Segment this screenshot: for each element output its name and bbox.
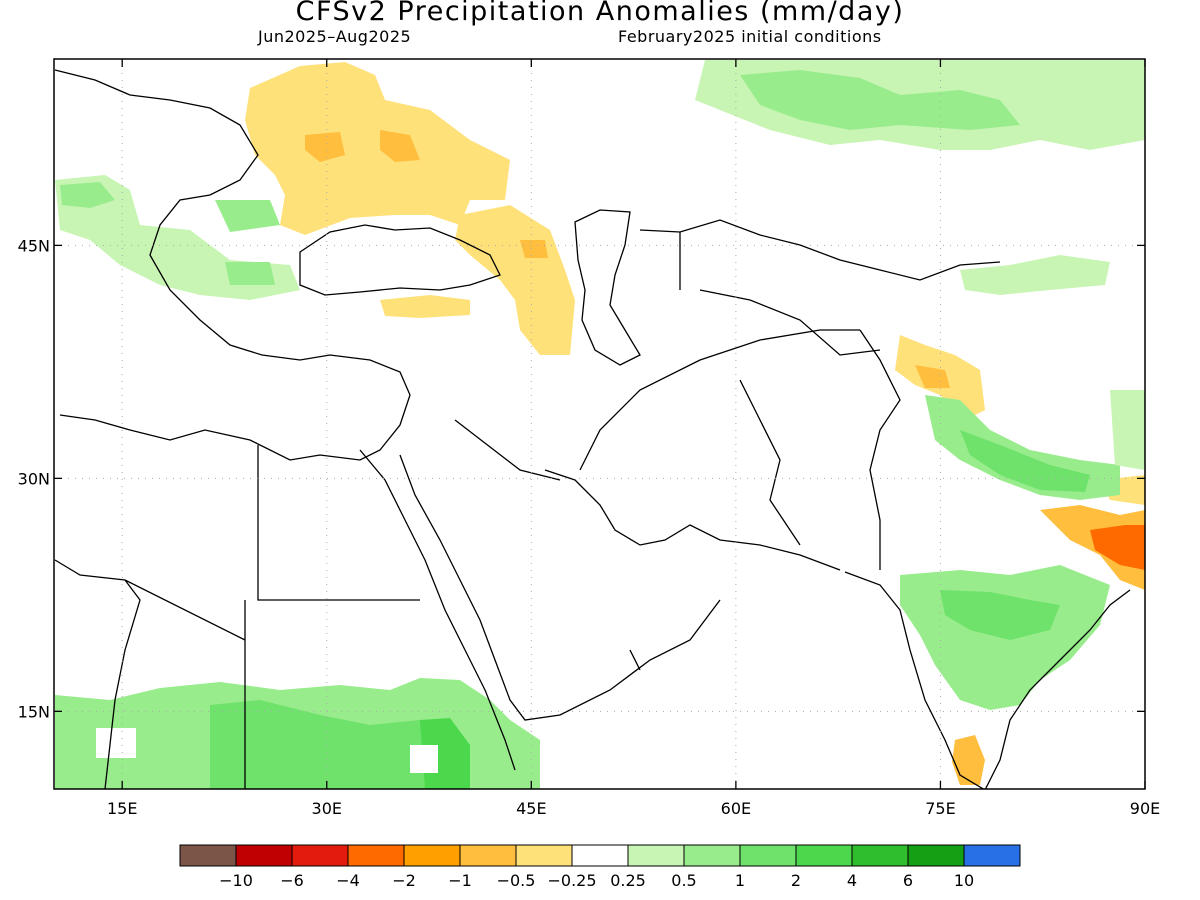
map-title: CFSv2 Precipitation Anomalies (mm/day) — [295, 0, 905, 27]
lon-tick-label: 75E — [925, 799, 955, 818]
anomaly-region-siberia-core — [740, 70, 1020, 130]
forecast-period: Jun2025–Aug2025 — [258, 27, 412, 46]
lon-tick-label: 15E — [107, 799, 137, 818]
europe-coast — [54, 69, 411, 461]
lat-tick-label: 45N — [18, 236, 50, 255]
anomaly-region-ukraine-core-2 — [380, 130, 420, 162]
colorbar-label: −0.5 — [497, 871, 536, 890]
colorbar: −10 −6 −4 −2 −1 −0.5 −0.25 0.25 0.5 1 2 4 6 10 — [179, 844, 1021, 890]
anomaly-region-north-turkey — [380, 295, 470, 318]
colorbar-swatch — [403, 844, 461, 867]
colorbar-label: 2 — [791, 871, 801, 890]
anomaly-gap-1 — [96, 728, 136, 758]
anomaly-region-tianshan — [960, 255, 1110, 295]
colorbar-label: 10 — [954, 871, 974, 890]
coastlines — [54, 69, 1131, 789]
anomaly-region-himalaya — [925, 395, 1120, 500]
caspian-coast — [574, 209, 641, 366]
black-sea-coast — [299, 224, 501, 296]
anomaly-shading — [55, 60, 1145, 789]
initial-conditions: February2025 initial conditions — [618, 27, 882, 46]
central-asia-border — [639, 219, 1001, 356]
map-axes: 15E 30E 45E 60E 75E 90E 45N 30N 15N — [18, 59, 1160, 818]
anomaly-region-balkans-core — [60, 182, 115, 208]
anomaly-region-central-india-core — [940, 590, 1060, 640]
colorbar-label: 4 — [847, 871, 857, 890]
pakistan-border — [739, 329, 901, 570]
lon-tick-label: 90E — [1130, 799, 1160, 818]
colorbar-swatch — [459, 844, 517, 867]
colorbar-swatch — [571, 844, 629, 867]
anomaly-region-south-india — [952, 735, 985, 785]
map-frame — [53, 58, 1146, 790]
lon-tick-label: 45E — [516, 799, 546, 818]
colorbar-swatch — [515, 844, 573, 867]
colorbar-swatch — [627, 844, 685, 867]
anomaly-region-bangladesh-core — [1090, 525, 1145, 570]
colorbar-swatch — [851, 844, 909, 867]
colorbar-label: −6 — [280, 871, 304, 890]
colorbar-swatch — [795, 844, 853, 867]
anomaly-region-balkans-core-2 — [215, 200, 280, 232]
persian-gulf-coast — [544, 469, 841, 571]
anomaly-region-caucasus — [455, 205, 575, 355]
colorbar-label: 0.5 — [671, 871, 696, 890]
colorbar-label: 1 — [735, 871, 745, 890]
colorbar-swatch — [907, 844, 965, 867]
lon-tick-label: 30E — [312, 799, 342, 818]
anomaly-region-ukraine-core — [305, 132, 345, 162]
colorbar-swatch — [235, 844, 293, 867]
colorbar-label: −2 — [392, 871, 416, 890]
map-grid — [54, 59, 1145, 789]
anomaly-region-east-wet — [1110, 390, 1145, 470]
colorbar-swatch — [683, 844, 741, 867]
lat-tick-label: 30N — [18, 469, 50, 488]
anomaly-region-kashmir-core — [915, 365, 950, 388]
anomaly-region-caucasus-core — [520, 240, 548, 258]
anomaly-region-balkans-core-3 — [225, 262, 275, 285]
anomaly-region-ukraine — [245, 62, 510, 235]
africa-border — [54, 445, 420, 789]
colorbar-label: −1 — [448, 871, 472, 890]
red-sea-coast-west — [359, 449, 516, 771]
colorbar-swatch — [963, 844, 1021, 867]
colorbar-label: −10 — [219, 871, 253, 890]
red-sea-coast-east — [399, 454, 721, 721]
colorbar-label: −0.25 — [547, 871, 596, 890]
arabia-border — [454, 329, 860, 671]
anomaly-region-himalaya-core — [960, 430, 1090, 492]
anomaly-gap-2 — [410, 745, 438, 773]
colorbar-swatch — [739, 844, 797, 867]
colorbar-swatch — [291, 844, 349, 867]
colorbar-label: 0.25 — [610, 871, 646, 890]
colorbar-swatch — [347, 844, 405, 867]
lat-tick-label: 15N — [18, 702, 50, 721]
india-coast — [844, 571, 1131, 789]
colorbar-label: 6 — [903, 871, 913, 890]
colorbar-label: −4 — [336, 871, 360, 890]
colorbar-swatch — [179, 844, 237, 867]
lon-tick-label: 60E — [721, 799, 751, 818]
anomaly-region-sahel-core — [210, 700, 470, 789]
